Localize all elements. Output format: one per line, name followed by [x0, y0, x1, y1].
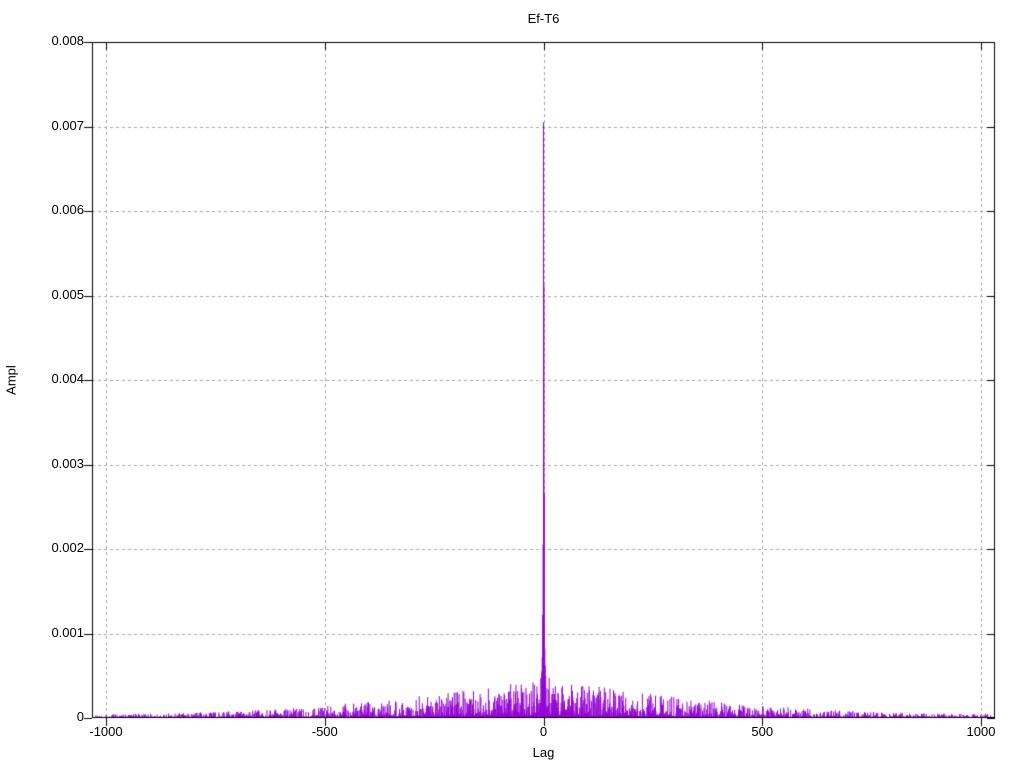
x-tick-label: 500	[751, 724, 774, 739]
y-tick-label: 0.008	[51, 33, 84, 48]
y-tick-label: 0.007	[51, 117, 84, 133]
y-tick-label: 0.001	[51, 624, 84, 640]
y-tick-label: 0.002	[51, 540, 84, 555]
x-axis-label: Lag	[532, 745, 555, 760]
x-tick-label: -500	[311, 724, 338, 739]
y-tick-label: 0	[76, 709, 84, 724]
y-tick-label: 0.005	[51, 286, 84, 302]
y-tick-label: 0.003	[51, 455, 84, 471]
y-tick-label: 0.004	[51, 371, 84, 386]
x-tick-label: 0	[539, 724, 548, 739]
y-tick-label: 0.006	[51, 202, 84, 217]
x-tick-label: 1000	[966, 724, 996, 739]
x-tick-label: -1000	[89, 724, 123, 739]
chart-title: Ef-T6	[527, 11, 560, 26]
